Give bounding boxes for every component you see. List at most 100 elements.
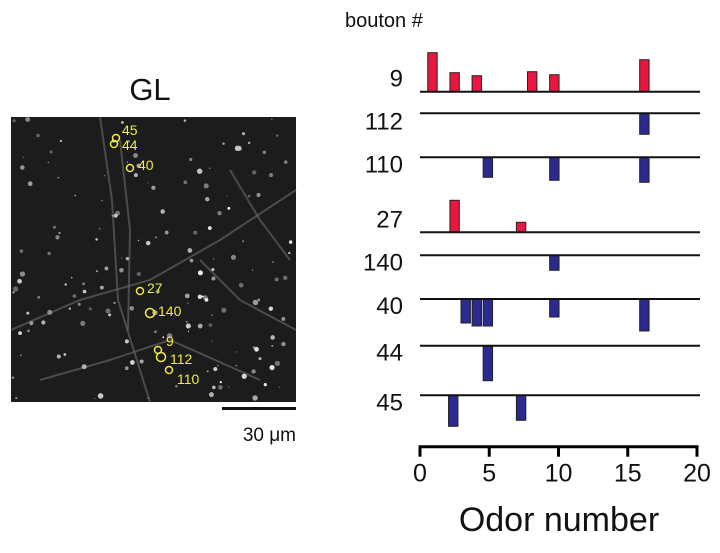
speck xyxy=(206,370,209,373)
speck xyxy=(93,397,96,400)
speck xyxy=(113,301,116,305)
speck xyxy=(251,269,254,271)
speck xyxy=(17,278,22,284)
row-27: 27 xyxy=(376,199,700,234)
bouton-label: 110 xyxy=(177,371,200,387)
speck xyxy=(129,306,135,311)
speck xyxy=(252,299,259,306)
speck xyxy=(153,330,157,334)
speck xyxy=(263,382,267,387)
speck xyxy=(47,251,51,256)
speck xyxy=(154,236,157,239)
speck xyxy=(101,199,103,202)
bouton-label: 140 xyxy=(158,303,182,319)
speck xyxy=(222,142,225,145)
speck xyxy=(270,335,275,340)
response-bar xyxy=(549,254,560,271)
speck xyxy=(197,323,203,329)
speck xyxy=(95,238,98,241)
speck xyxy=(11,376,15,379)
speck xyxy=(184,293,190,299)
speck xyxy=(126,161,129,163)
row-110: 110 xyxy=(365,151,700,183)
speck xyxy=(247,141,251,145)
speck xyxy=(19,249,24,253)
speck xyxy=(187,302,189,304)
row-label: 112 xyxy=(365,108,403,135)
fiber xyxy=(199,259,297,331)
speck xyxy=(187,330,190,332)
speck xyxy=(55,235,60,240)
speck xyxy=(212,258,215,260)
response-bar xyxy=(482,156,494,178)
speck xyxy=(125,256,130,261)
speck xyxy=(145,240,151,246)
speck xyxy=(18,331,23,336)
speck xyxy=(183,180,188,185)
speck xyxy=(139,359,144,364)
speck xyxy=(133,153,138,158)
speck xyxy=(22,156,25,158)
speck xyxy=(205,197,210,202)
speck xyxy=(211,276,216,281)
speck xyxy=(241,132,246,136)
speck xyxy=(68,307,71,310)
row-44: 44 xyxy=(376,340,700,382)
row-label: 44 xyxy=(376,340,403,367)
speck xyxy=(111,214,114,217)
speck xyxy=(20,354,22,357)
response-bar xyxy=(471,298,482,327)
speck xyxy=(136,163,141,168)
speck xyxy=(207,226,212,230)
speck xyxy=(15,397,18,400)
speck xyxy=(185,323,191,329)
speck xyxy=(269,365,275,371)
speck xyxy=(160,209,165,214)
speck xyxy=(247,194,251,198)
response-bar xyxy=(448,394,459,427)
speck xyxy=(251,369,256,374)
x-axis-label: Odor number xyxy=(459,501,659,539)
response-bar xyxy=(549,298,560,318)
response-bar xyxy=(515,221,527,233)
speck xyxy=(175,384,178,388)
response-bar xyxy=(427,52,438,93)
speck xyxy=(27,181,33,187)
response-bar xyxy=(449,199,460,233)
speck xyxy=(269,173,274,178)
speck xyxy=(151,185,156,190)
x-tick-label: 20 xyxy=(683,460,711,488)
speck xyxy=(274,277,279,282)
speck xyxy=(217,210,222,216)
speck xyxy=(226,195,228,198)
speck xyxy=(281,317,286,321)
fiber xyxy=(39,338,261,381)
speck xyxy=(193,230,198,235)
micrograph-background xyxy=(11,117,296,402)
speck xyxy=(64,283,67,286)
speck xyxy=(284,160,288,164)
bouton-label: 45 xyxy=(122,122,138,138)
speck xyxy=(228,386,230,388)
speck xyxy=(124,366,129,371)
speck xyxy=(238,282,244,288)
speck xyxy=(221,307,227,313)
speck xyxy=(29,321,34,326)
speck xyxy=(211,340,213,342)
response-bar xyxy=(471,75,482,93)
speck xyxy=(108,313,112,317)
speck xyxy=(120,257,123,259)
speck xyxy=(58,231,61,235)
speck xyxy=(59,139,63,143)
speck xyxy=(281,342,286,347)
speck xyxy=(56,354,61,359)
bouton-label: 9 xyxy=(166,333,174,349)
speck xyxy=(119,267,124,273)
speck xyxy=(82,282,85,286)
speck xyxy=(212,385,216,390)
speck xyxy=(105,308,111,314)
speck xyxy=(185,320,188,323)
speck xyxy=(162,336,165,339)
speck xyxy=(251,170,257,175)
bouton-marker xyxy=(135,286,145,296)
